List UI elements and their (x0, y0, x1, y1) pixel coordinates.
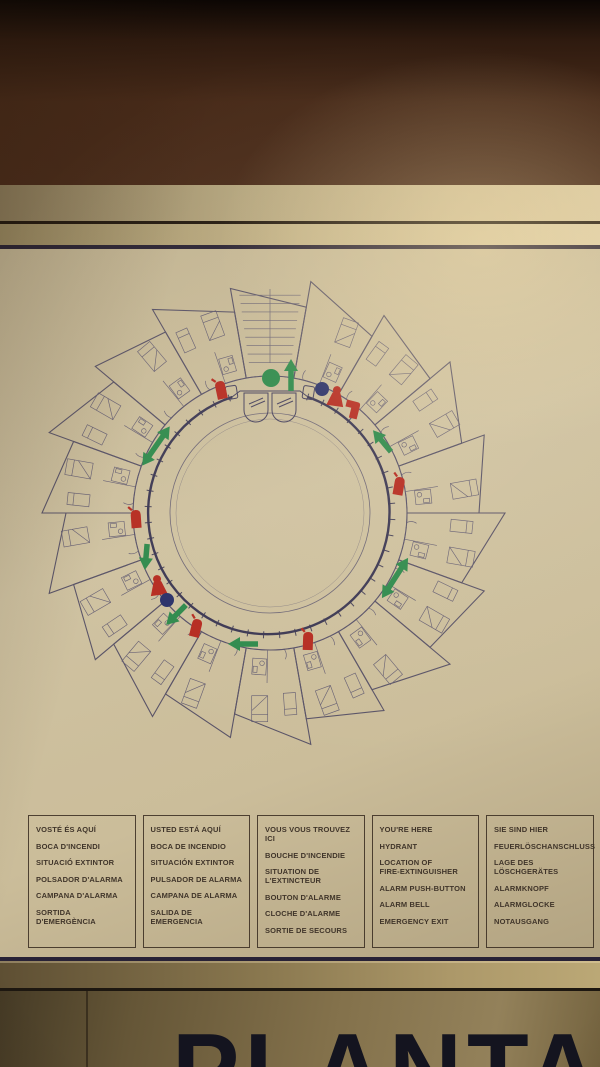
sign-frame-rail-top (0, 185, 600, 224)
legend-item: SORTIDA D'EMERGÈNCIA (36, 907, 96, 926)
exit-arrow2-icon (381, 557, 409, 599)
room-ring (41, 280, 506, 746)
here-dot-icon (262, 369, 280, 387)
alarm-bell-icon (326, 386, 344, 408)
extinguisher-icon (210, 378, 228, 400)
legend-item: ALARM PUSH-BUTTON (379, 883, 466, 893)
extinguisher-icon (127, 506, 142, 529)
alarm-button-icon (315, 382, 329, 396)
atrium-railing (146, 395, 391, 636)
legend-item: ALARMGLOCKE (494, 900, 555, 909)
legend-item: LAGE DES LÖSCHGERÄTES (494, 858, 559, 876)
panel-edge (86, 991, 88, 1067)
extinguisher-icon (188, 613, 203, 638)
extinguisher-icon (392, 471, 405, 496)
legend-item: EMERGENCY EXIT (379, 916, 449, 926)
extinguisher-icon (300, 627, 314, 651)
legend-box-en: YOU'RE HERE HYDRANT LOCATION OF FIRE-EXTIN… (371, 815, 479, 948)
legend-item: SITUACIÓ EXTINTOR (36, 858, 115, 867)
legend-item: VOUS VOUS TROUVEZ ICI (265, 825, 351, 843)
floor-plan (41, 280, 506, 746)
legend-item: CAMPANA DE ALARMA (150, 891, 238, 900)
legend-box-es: USTED ESTÁ AQUÍ BOCA DE INCENDIO SITUACIÓN… (142, 815, 250, 948)
legend-item: CLOCHE D'ALARME (265, 909, 341, 918)
legend-row: VOSTÉ ÉS AQUÍ BOCA D'INCENDI SITUACIÓ EXTI… (28, 815, 596, 948)
legend-item: SALIDA DE EMERGENCIA (150, 907, 203, 926)
atrium-inner-circle (169, 412, 371, 614)
legend-item: POLSADOR D'ALARMA (36, 874, 123, 884)
sign-main-panel: VOSTÉ ÉS AQUÍ BOCA D'INCENDI SITUACIÓ EXTI… (0, 249, 600, 961)
legend-item: BOCA D'INCENDI (36, 841, 101, 851)
legend-item: LOCATION OF FIRE-EXTINGUISHER (379, 858, 458, 876)
exit-arrow-icon (373, 430, 394, 454)
legend-item: CAMPANA D'ALARMA (36, 891, 118, 900)
legend-item: ALARMKNOPF (494, 883, 549, 893)
railing-ticks (144, 393, 396, 639)
floor-title-panel: PLANTA (0, 991, 600, 1067)
legend-item: SITUACIÓN EXTINTOR (150, 858, 235, 867)
legend-item: BOUTON D'ALARME (265, 892, 341, 902)
safety-symbols (127, 359, 409, 651)
legend-item: SORTIE DE SECOURS (265, 925, 348, 935)
legend-item: VOSTÉ ÉS AQUÍ (36, 825, 97, 834)
alarm-button-icon (160, 593, 174, 607)
legend-box-de: SIE SIND HIER FEUERLÖSCHANSCHLUSS LAGE DES… (486, 815, 596, 948)
legend-item: PULSADOR DE ALARMA (150, 874, 243, 884)
exit-arrow-icon (284, 359, 298, 391)
legend-item: USTED ESTÁ AQUÍ (150, 825, 221, 834)
legend-item: SIE SIND HIER (494, 825, 549, 834)
sign-frame-rail-second (0, 224, 600, 249)
elevator-lobby (224, 384, 316, 423)
legend-item: BOCA DE INCENDIO (150, 841, 226, 851)
exit-arrow2-icon (142, 426, 170, 466)
alarm-bell-icon (150, 575, 168, 597)
exit-arrow-icon (228, 637, 258, 651)
floor-title: PLANTA (172, 1018, 600, 1067)
exit-arrow-icon (138, 543, 153, 570)
wood-wall (0, 0, 600, 185)
legend-item: NOTAUSGANG (494, 916, 550, 926)
hydrant-icon (345, 399, 361, 420)
exit-arrow-icon (166, 603, 188, 625)
legend-item: SITUATION DE L'EXTINCTEUR (265, 867, 322, 885)
legend-item: ALARM BELL (379, 900, 430, 909)
legend-item: BOUCHE D'INCENDIE (265, 850, 346, 860)
legend-item: FEUERLÖSCHANSCHLUSS (494, 841, 596, 851)
corridor-outer-wall (132, 375, 408, 651)
legend-box-ca: VOSTÉ ÉS AQUÍ BOCA D'INCENDI SITUACIÓ EXTI… (28, 815, 136, 948)
legend-item: HYDRANT (379, 841, 418, 851)
sign-frame-rail-bottom (0, 961, 600, 991)
legend-item: YOU'RE HERE (379, 825, 433, 834)
legend-box-fr: VOUS VOUS TROUVEZ ICI BOUCHE D'INCENDIE SI… (257, 815, 365, 948)
